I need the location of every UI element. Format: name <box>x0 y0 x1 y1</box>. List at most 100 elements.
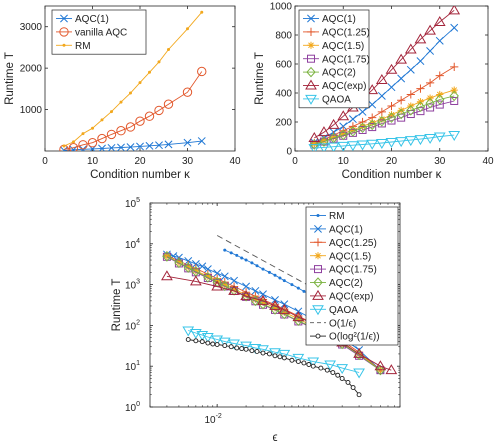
legend-label: AQC(1.75) <box>322 54 370 65</box>
data-point <box>157 60 161 64</box>
data-point <box>335 372 341 378</box>
data-point <box>396 108 406 120</box>
data-point <box>222 343 228 349</box>
data-point <box>450 62 459 71</box>
data-point <box>350 385 356 390</box>
x-axis-label: ϵ <box>272 432 277 442</box>
x-tick-label: 40 <box>229 156 241 167</box>
series-aqc-2- <box>309 90 459 150</box>
y-tick-label: 0 <box>286 147 292 158</box>
data-point <box>235 253 239 257</box>
data-point <box>378 115 386 123</box>
data-point <box>415 101 426 113</box>
legend: AQC(1) AQC(1.25) AQC(1.5) AQC(1.75) AQC(2) AQ… <box>298 9 370 109</box>
data-point <box>184 263 192 271</box>
data-point <box>278 349 291 360</box>
data-point <box>258 298 268 310</box>
data-point <box>375 73 388 84</box>
data-point <box>78 140 88 150</box>
data-point <box>154 105 164 116</box>
data-point <box>337 110 350 121</box>
data-point <box>450 23 459 32</box>
data-point <box>302 289 306 293</box>
data-point <box>220 280 230 292</box>
data-point <box>385 364 398 375</box>
legend-marker <box>314 224 322 233</box>
x-tick-exponent: -2 <box>216 413 222 420</box>
y-tick-label: 400 <box>275 89 292 100</box>
data-point <box>366 84 379 95</box>
data-point <box>197 137 206 146</box>
legend-label: QAOA <box>322 95 351 106</box>
legend-label: O(log²(1/ϵ)) <box>329 332 380 343</box>
data-point <box>367 119 377 131</box>
data-point <box>281 355 287 361</box>
data-point <box>161 270 173 281</box>
plot-area <box>59 10 207 151</box>
legend-marker <box>307 14 315 23</box>
y-tick-label: 104 <box>125 238 140 251</box>
data-point <box>213 269 222 278</box>
data-point <box>269 348 281 359</box>
data-point <box>448 6 461 15</box>
data-point <box>385 63 398 74</box>
data-point <box>126 143 135 151</box>
y-tick-exponent: 4 <box>136 238 140 245</box>
data-point <box>358 107 367 116</box>
data-point <box>449 90 459 102</box>
data-point <box>271 304 279 312</box>
y-axis-label: Runtime T <box>254 52 266 105</box>
data-point <box>278 303 291 314</box>
data-point <box>259 298 267 306</box>
y-axis-label: Runtime T <box>111 279 123 332</box>
data-point <box>339 122 348 131</box>
y-tick-exponent: 1 <box>136 360 140 367</box>
legend-label: AQC(2) <box>329 278 363 289</box>
data-point <box>347 141 359 151</box>
x-tick-label: 40 <box>482 156 494 167</box>
data-point <box>435 94 445 105</box>
data-point <box>197 66 207 77</box>
data-point <box>308 144 321 151</box>
data-point <box>368 119 376 127</box>
data-point <box>295 359 301 365</box>
data-point <box>119 100 123 104</box>
data-point <box>310 363 316 369</box>
series-qaoa <box>182 326 365 379</box>
data-point <box>145 141 154 150</box>
data-point <box>435 71 444 80</box>
legend-marker <box>305 79 317 90</box>
data-point <box>377 116 387 127</box>
y-tick-label: 101 <box>125 360 140 373</box>
data-point <box>338 129 348 141</box>
x-tick-label: 10 <box>87 156 99 167</box>
data-point <box>368 123 377 132</box>
x-axis-label: Condition number κ <box>90 169 190 181</box>
legend-label: AQC(1.25) <box>322 28 370 39</box>
data-point <box>98 144 106 151</box>
legend-label: O(1/ϵ) <box>329 318 356 329</box>
data-point <box>201 332 214 343</box>
legend-marker <box>314 252 322 260</box>
data-point <box>377 119 386 128</box>
y-tick-label: 2000 <box>20 64 43 75</box>
data-point <box>414 33 427 44</box>
data-point <box>164 140 173 149</box>
data-point <box>193 338 199 344</box>
data-point <box>249 348 255 354</box>
x-tick-label: 0 <box>292 156 298 167</box>
data-point <box>230 276 239 285</box>
data-point <box>162 251 172 262</box>
data-point <box>327 118 340 129</box>
data-point <box>349 126 357 134</box>
x-tick-label: 0 <box>42 156 48 167</box>
x-tick-label: 20 <box>386 156 398 167</box>
data-point <box>135 116 145 126</box>
legend-box <box>305 206 399 346</box>
data-point <box>279 308 289 320</box>
legend-label: vanilla AQC <box>75 28 127 39</box>
data-point <box>116 126 126 136</box>
series-o-log-1- <box>185 337 362 398</box>
data-point <box>414 135 427 146</box>
legend-item: RM <box>56 41 91 52</box>
